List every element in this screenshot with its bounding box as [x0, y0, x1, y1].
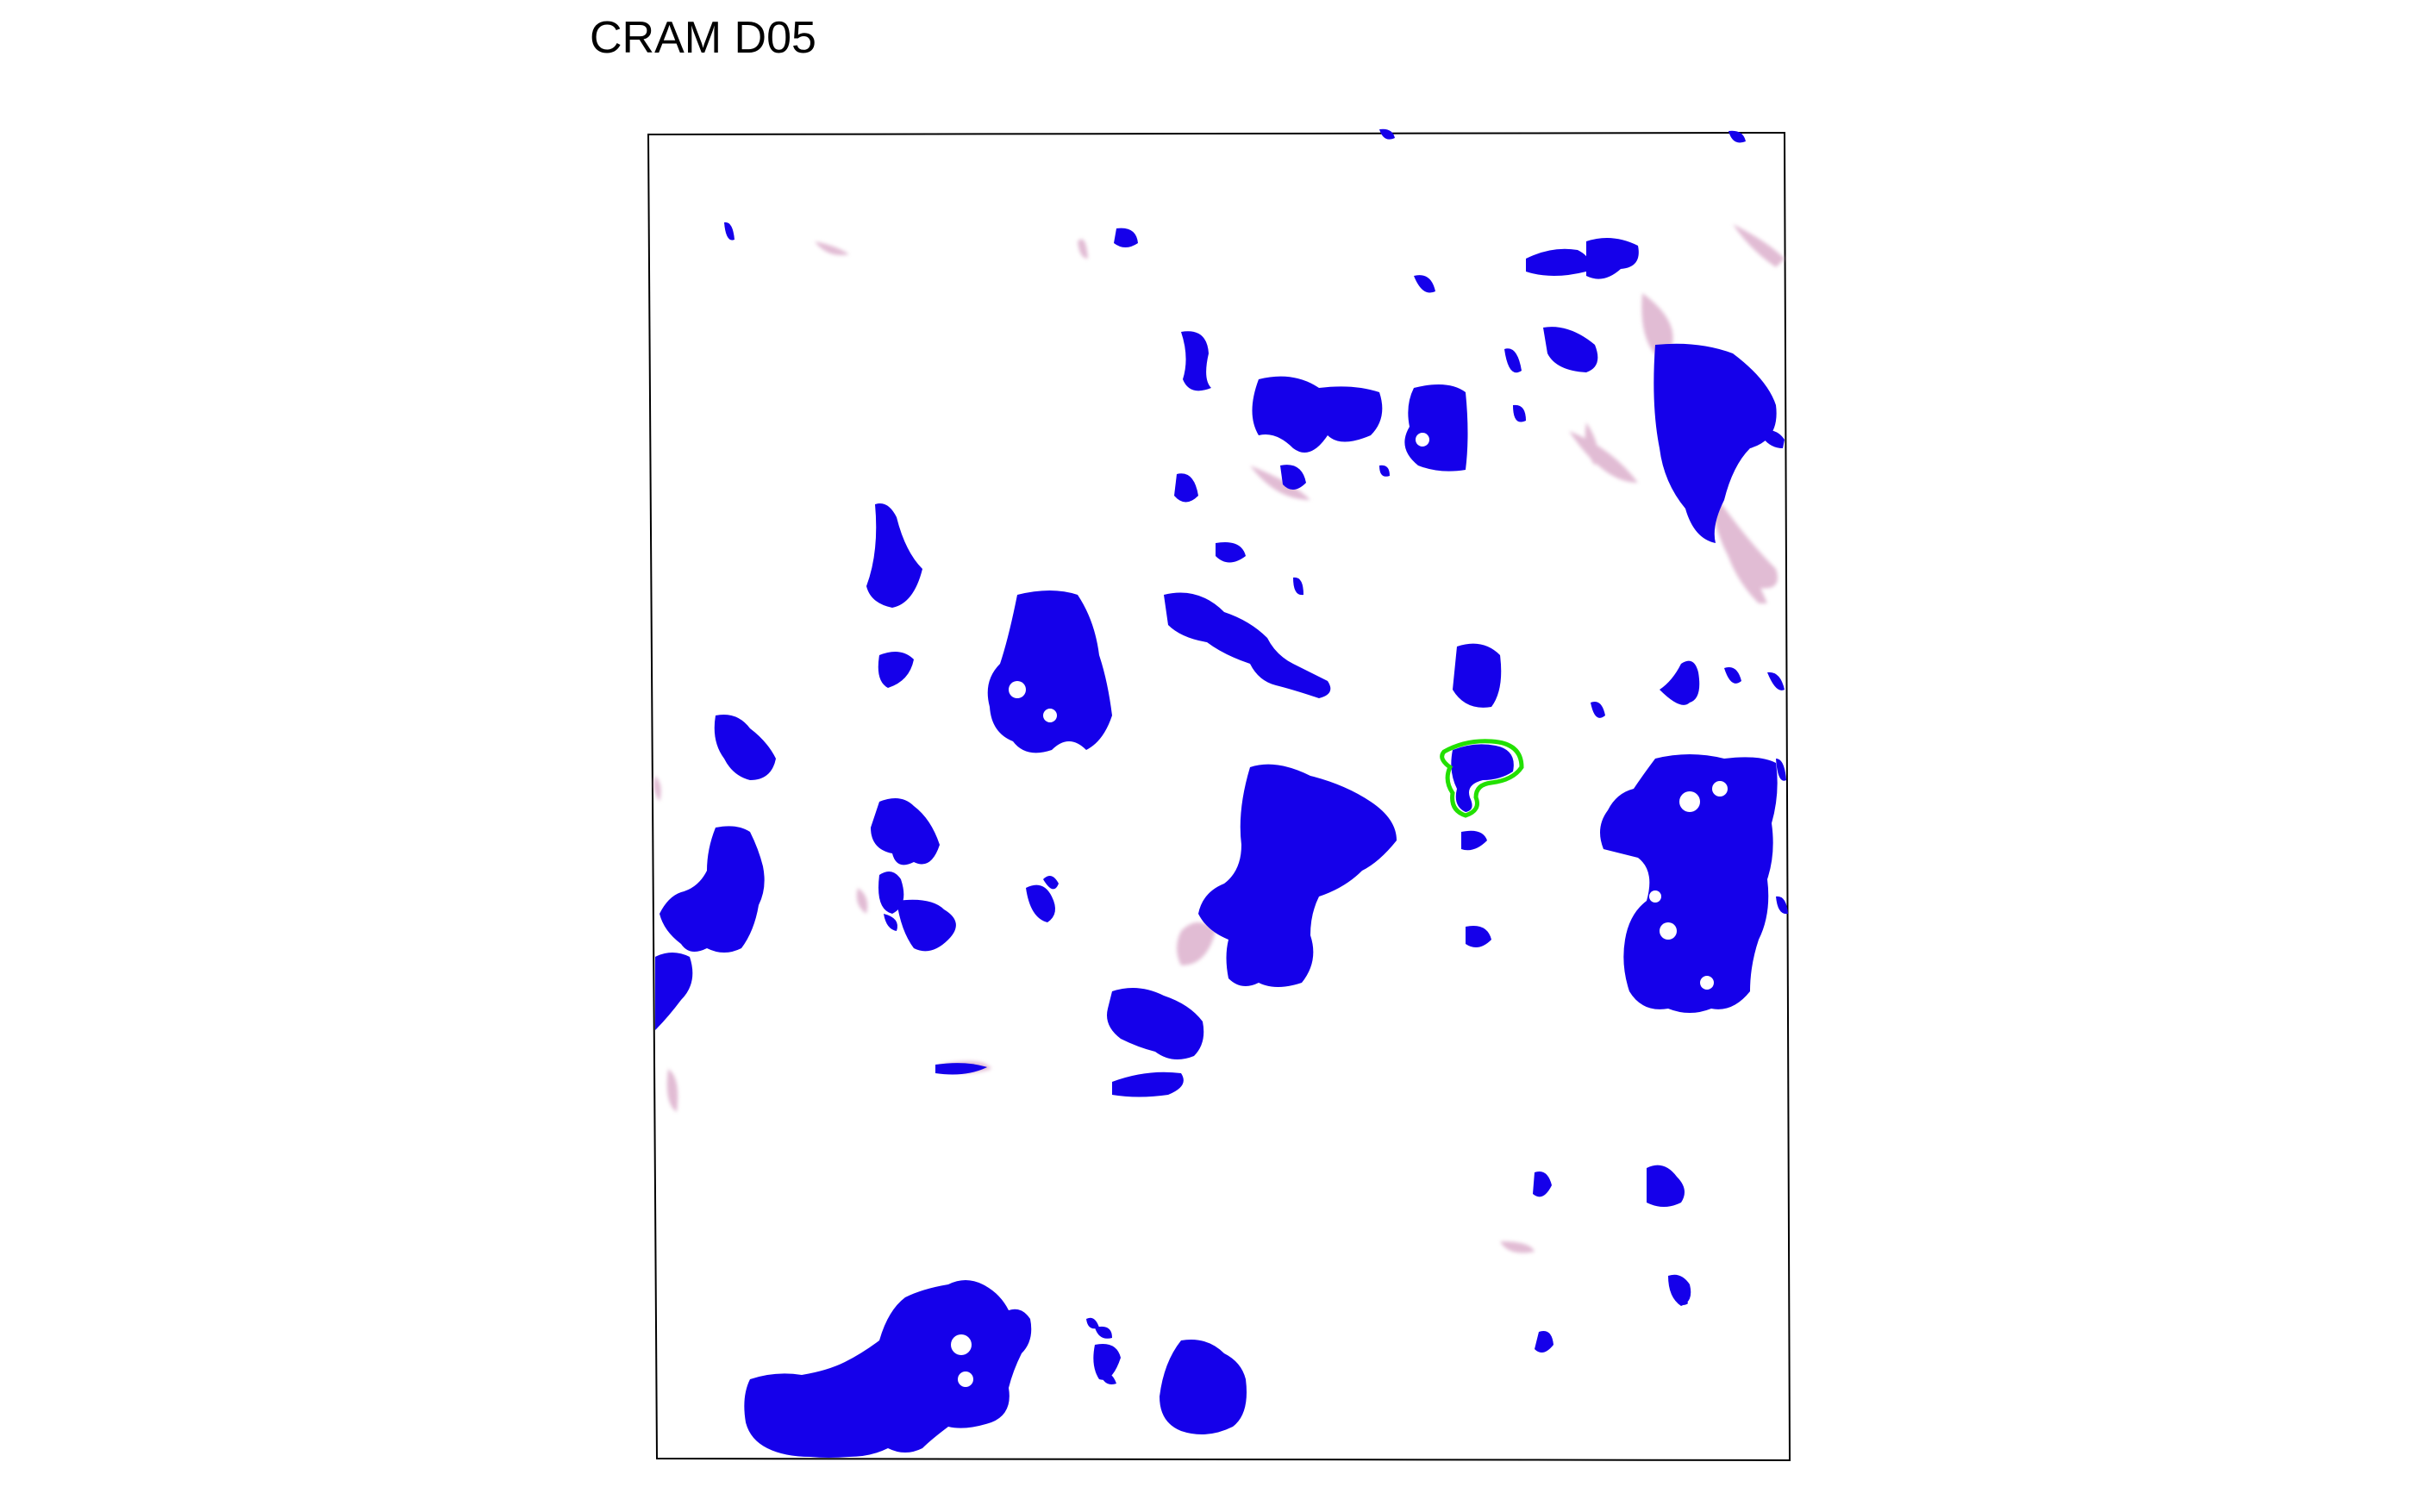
blue-region	[1776, 759, 1786, 781]
blue-region	[1107, 988, 1204, 1059]
blue-region	[1095, 1326, 1112, 1339]
blue-region	[1112, 1072, 1184, 1097]
highlighted-region	[1440, 739, 1524, 818]
blue-region	[1533, 1171, 1552, 1197]
blue-region	[1293, 577, 1303, 596]
blue-region	[1216, 542, 1246, 563]
blue-region	[1379, 128, 1395, 140]
blue-region	[1724, 667, 1741, 684]
blue-region	[1461, 830, 1487, 851]
blue-region	[1776, 896, 1788, 915]
blue-region	[1086, 1317, 1099, 1329]
blue-region	[1414, 275, 1435, 293]
blue-region	[1759, 429, 1785, 448]
blue-region	[1653, 343, 1777, 543]
blue-region	[1728, 130, 1746, 143]
blue-region	[1586, 238, 1639, 279]
blue-region	[1379, 465, 1390, 477]
blue-region	[1591, 702, 1605, 718]
blue-region	[1280, 465, 1306, 490]
blue-region	[1466, 926, 1491, 947]
pink-stain-traces	[653, 224, 1785, 1253]
blue-region	[1677, 1296, 1688, 1305]
blue-region	[660, 826, 765, 953]
blue-region	[1114, 228, 1138, 247]
blue-region	[724, 222, 735, 241]
blue-region	[1404, 384, 1468, 472]
image-frame	[647, 131, 1791, 1462]
blue-region	[1198, 764, 1397, 987]
blue-region	[1513, 404, 1526, 422]
blue-region	[1453, 643, 1502, 708]
blue-region	[744, 1280, 1032, 1458]
blue-region	[935, 1063, 987, 1075]
blue-region	[1543, 327, 1598, 372]
blue-region	[1252, 376, 1383, 453]
blue-region	[987, 590, 1112, 753]
blue-region	[1535, 1331, 1553, 1353]
blue-region	[871, 798, 940, 865]
region-holes	[951, 433, 1728, 1387]
blue-region	[714, 715, 776, 780]
blue-region	[866, 503, 922, 608]
blue-regions	[655, 128, 1788, 1458]
blue-region	[1600, 754, 1778, 1013]
blue-region	[1026, 884, 1055, 922]
blue-region	[655, 953, 693, 1030]
plot-title: CRAM D05	[590, 13, 816, 63]
blue-region	[1767, 672, 1785, 690]
blue-region	[1647, 1165, 1685, 1207]
blue-region	[1526, 248, 1590, 276]
blue-region	[1660, 660, 1700, 705]
blue-region	[1160, 1340, 1247, 1434]
blue-region	[1099, 1371, 1116, 1384]
blue-region	[1504, 348, 1522, 373]
blue-region	[1174, 473, 1198, 503]
blue-region	[1043, 876, 1059, 890]
blue-region	[1164, 592, 1331, 698]
blue-region	[897, 899, 956, 952]
blue-region	[878, 652, 914, 688]
blue-region	[1181, 331, 1211, 391]
blue-region	[884, 914, 897, 931]
